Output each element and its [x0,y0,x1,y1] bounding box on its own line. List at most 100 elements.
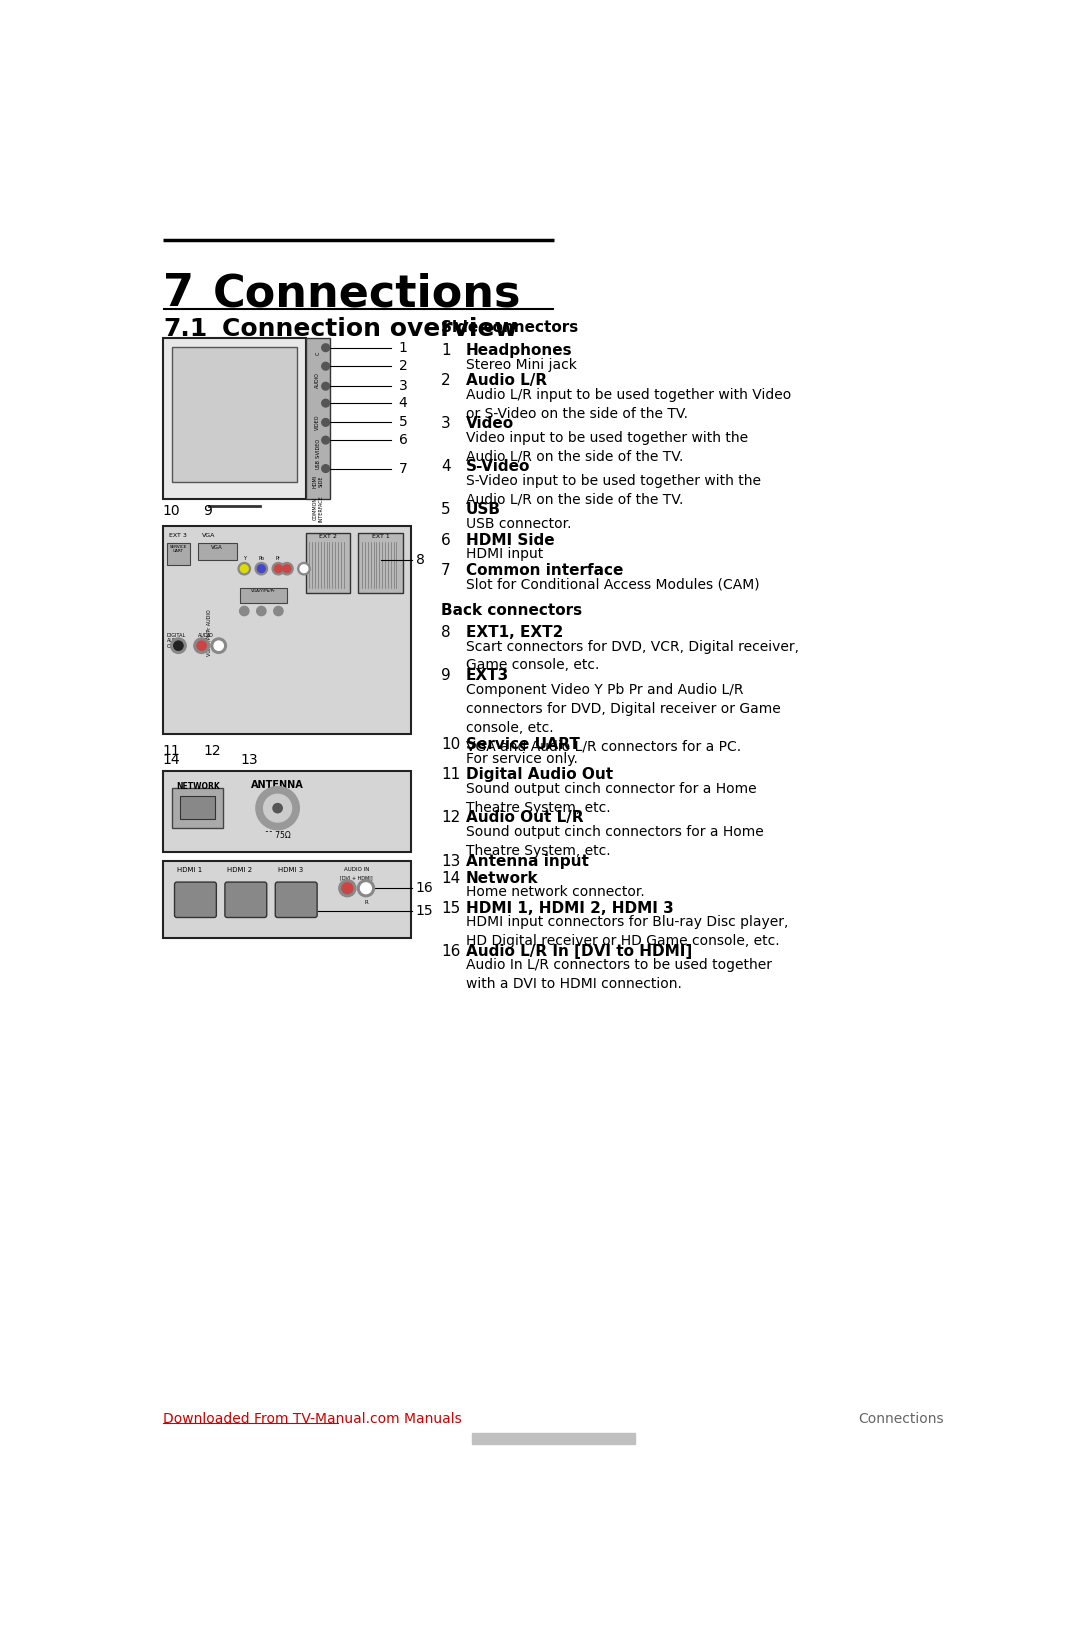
Circle shape [357,880,375,896]
Text: 5: 5 [441,503,450,517]
Text: 6: 6 [441,532,450,548]
Text: Digital Audio Out: Digital Audio Out [465,768,613,783]
Bar [307,338,329,499]
Text: HDMI 3: HDMI 3 [278,867,302,874]
Text: HDMI 1: HDMI 1 [177,867,202,874]
Text: HDMI
SIDE: HDMI SIDE [312,475,323,488]
Circle shape [322,465,329,472]
Text: 1: 1 [399,340,407,355]
Text: 7.1: 7.1 [163,317,207,342]
Text: R: R [364,900,368,905]
Bar [180,796,215,818]
Bar [163,338,307,499]
Text: 2: 2 [441,373,450,389]
Text: AUDIO
OUT: AUDIO OUT [198,633,214,643]
Text: Downloaded From TV-Manual.com Manuals: Downloaded From TV-Manual.com Manuals [163,1412,461,1425]
Text: 8: 8 [441,625,450,639]
Text: 3: 3 [399,379,407,394]
Circle shape [194,638,210,654]
Text: C: C [315,351,321,355]
Text: Slot for Conditional Access Modules (CAM): Slot for Conditional Access Modules (CAM… [465,578,759,591]
Bar [163,861,410,939]
Circle shape [339,880,356,896]
Circle shape [257,607,266,615]
Text: VIDEO: VIDEO [315,415,321,430]
Bar [306,532,350,592]
Text: Audio L/R In [DVI to HDMI]: Audio L/R In [DVI to HDMI] [465,944,692,958]
Text: Connection overview: Connection overview [221,317,517,342]
Circle shape [257,565,266,573]
Text: Video input to be used together with the
Audio L/R on the side of the TV.: Video input to be used together with the… [465,431,748,464]
Text: Back connectors: Back connectors [441,604,582,618]
Text: S-Video: S-Video [465,459,530,475]
Text: Audio In L/R connectors to be used together
with a DVI to HDMI connection.: Audio In L/R connectors to be used toget… [465,958,772,991]
Circle shape [240,607,248,615]
Text: 13: 13 [441,854,460,869]
Text: USB: USB [465,503,501,517]
Text: NETWORK: NETWORK [176,783,219,791]
Text: Audio L/R input to be used together with Video
or S-Video on the side of the TV.: Audio L/R input to be used together with… [465,387,792,421]
Text: Audio Out L/R: Audio Out L/R [465,810,583,825]
Text: Stereo Mini jack: Stereo Mini jack [465,358,577,371]
Text: EXT 3: EXT 3 [170,532,187,537]
Text: EXT 2: EXT 2 [319,534,337,539]
Text: 8: 8 [416,553,424,568]
Circle shape [272,563,284,574]
Text: 7: 7 [163,272,194,316]
Text: DIGITAL
AUDIO
OUT: DIGITAL AUDIO OUT [166,633,186,649]
Text: 10: 10 [441,737,460,752]
Circle shape [273,804,282,814]
Circle shape [281,563,293,574]
Text: COMMON
INTERFACE: COMMON INTERFACE [312,496,323,522]
Text: USB connector.: USB connector. [465,517,571,530]
Text: Side connectors: Side connectors [441,321,579,335]
Bar [163,527,410,734]
Text: Antenna input: Antenna input [465,854,589,869]
Text: Connections: Connections [859,1412,944,1425]
Text: S-Video input to be used together with the
Audio L/R on the side of the TV.: S-Video input to be used together with t… [465,473,761,508]
FancyBboxPatch shape [175,882,216,918]
Text: Connections: Connections [213,272,521,316]
Text: 15: 15 [416,905,433,918]
Circle shape [255,563,268,574]
FancyBboxPatch shape [275,882,318,918]
Text: EXT1, EXT2: EXT1, EXT2 [465,625,564,639]
Text: Component Video Y Pb Pr and Audio L/R
connectors for DVD, Digital receiver or Ga: Component Video Y Pb Pr and Audio L/R co… [465,683,781,753]
Circle shape [298,563,310,574]
Text: 16: 16 [441,944,460,958]
Text: 4: 4 [441,459,450,475]
Circle shape [322,418,329,426]
Text: Audio L/R: Audio L/R [465,373,548,389]
Circle shape [300,565,308,573]
Text: S-VIDEO: S-VIDEO [315,438,321,457]
Text: Sound output cinch connectors for a Home
Theatre System, etc.: Sound output cinch connectors for a Home… [465,825,764,857]
Text: EXT 1: EXT 1 [372,534,390,539]
Circle shape [283,565,291,573]
Text: 16: 16 [416,882,433,895]
Circle shape [322,363,329,369]
Bar [163,771,410,853]
Circle shape [274,565,282,573]
Text: 13: 13 [241,753,258,768]
Bar [172,787,222,828]
Text: 10: 10 [163,504,180,517]
Text: 15: 15 [441,901,460,916]
Circle shape [174,641,183,651]
Circle shape [322,343,329,351]
Circle shape [322,436,329,444]
Text: 4: 4 [399,395,407,410]
Text: EXT3: EXT3 [465,669,509,683]
Text: For service only.: For service only. [465,752,578,766]
Text: 14: 14 [163,753,180,768]
Circle shape [241,565,248,573]
Text: 14: 14 [441,870,460,885]
Text: Sound output cinch connector for a Home
Theatre System, etc.: Sound output cinch connector for a Home … [465,783,757,815]
Text: HDMI 1, HDMI 2, HDMI 3: HDMI 1, HDMI 2, HDMI 3 [465,901,674,916]
Circle shape [256,786,299,830]
Circle shape [238,563,251,574]
Circle shape [197,641,206,651]
Text: 2: 2 [399,360,407,373]
Text: 11: 11 [441,768,460,783]
Text: 3: 3 [441,417,450,431]
Text: 9: 9 [441,669,450,683]
